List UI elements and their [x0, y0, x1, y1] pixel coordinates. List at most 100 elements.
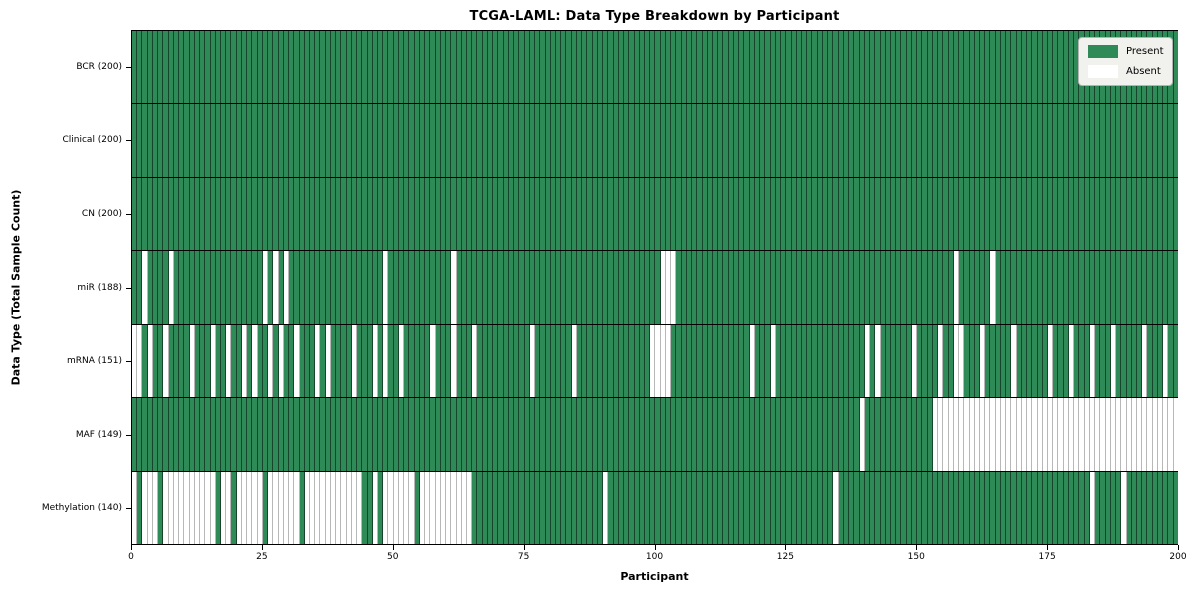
- heatmap-cell: [561, 251, 567, 324]
- heatmap-cell: [294, 31, 300, 104]
- heatmap-cell: [294, 398, 300, 471]
- heatmap-cell: [901, 31, 907, 104]
- heatmap-cell: [624, 471, 630, 544]
- heatmap-cell: [582, 251, 588, 324]
- heatmap-cell: [283, 398, 290, 471]
- heatmap-cell: [1105, 324, 1111, 398]
- heatmap-cell: [744, 251, 750, 324]
- heatmap-cell: [634, 251, 640, 324]
- heatmap-cell: [681, 104, 687, 177]
- heatmap-cell: [608, 31, 614, 104]
- heatmap-cell: [1048, 324, 1054, 398]
- heatmap-cell: [676, 31, 682, 104]
- heatmap-cell: [911, 104, 918, 177]
- heatmap-cell: [1157, 324, 1164, 398]
- heatmap-cell: [519, 471, 525, 544]
- heatmap-cell: [817, 251, 823, 324]
- heatmap-cell: [1121, 104, 1127, 177]
- y-tick-mark: [126, 66, 131, 68]
- heatmap-cell: [1048, 398, 1054, 471]
- heatmap-cell: [660, 31, 666, 104]
- heatmap-cell: [566, 104, 572, 177]
- heatmap-cell: [754, 324, 761, 398]
- heatmap-cell: [953, 104, 960, 177]
- heatmap-cell: [524, 471, 530, 544]
- heatmap-cell: [419, 471, 426, 544]
- heatmap-cell: [330, 31, 337, 104]
- heatmap-cell: [472, 251, 478, 324]
- heatmap-cell: [592, 398, 598, 471]
- heatmap-cell: [1011, 324, 1017, 398]
- heatmap-cell: [309, 31, 316, 104]
- heatmap-cell: [498, 471, 504, 544]
- heatmap-cell: [1152, 177, 1158, 251]
- heatmap-cell: [550, 324, 556, 398]
- heatmap-cell: [629, 177, 635, 251]
- heatmap-cell: [634, 398, 640, 471]
- heatmap-cell: [985, 104, 991, 177]
- heatmap-cell: [241, 104, 248, 177]
- heatmap-cell: [566, 177, 572, 251]
- heatmap-cell: [629, 324, 635, 398]
- heatmap-cell: [995, 324, 1001, 398]
- heatmap-cell: [299, 177, 305, 251]
- heatmap-cell: [514, 398, 520, 471]
- heatmap-cell: [597, 31, 604, 104]
- heatmap-cell: [650, 398, 656, 471]
- heatmap-cell: [671, 251, 677, 324]
- heatmap-cell: [802, 398, 808, 471]
- heatmap-cell: [665, 177, 672, 251]
- heatmap-cell: [493, 251, 499, 324]
- heatmap-cell: [1042, 31, 1049, 104]
- heatmap-cell: [807, 251, 813, 324]
- heatmap-cell: [1000, 177, 1007, 251]
- y-tick-mark: [126, 140, 131, 142]
- heatmap-cell: [200, 177, 206, 251]
- heatmap-cell: [1042, 398, 1049, 471]
- heatmap-cell: [472, 31, 478, 104]
- heatmap-cell: [1173, 251, 1178, 324]
- heatmap-cell: [257, 177, 263, 251]
- heatmap-cell: [979, 398, 986, 471]
- heatmap-cell: [671, 471, 677, 544]
- heatmap-cell: [179, 251, 185, 324]
- heatmap-cell: [425, 251, 431, 324]
- heatmap-cell: [718, 251, 724, 324]
- heatmap-cell: [1137, 177, 1143, 251]
- heatmap-cell: [880, 324, 886, 398]
- heatmap-cell: [304, 251, 310, 324]
- heatmap-cell: [378, 398, 384, 471]
- heatmap-cell: [132, 177, 138, 251]
- heatmap-cell: [733, 31, 740, 104]
- heatmap-cell: [210, 177, 216, 251]
- heatmap-cell: [812, 471, 818, 544]
- heatmap-cell: [927, 398, 933, 471]
- heatmap-cell: [739, 398, 745, 471]
- heatmap-cell: [953, 251, 960, 324]
- heatmap-cell: [440, 471, 447, 544]
- heatmap-cell: [330, 177, 337, 251]
- heatmap-cell: [132, 471, 138, 544]
- heatmap-cell: [896, 177, 902, 251]
- heatmap-cell: [294, 104, 300, 177]
- heatmap-cell: [702, 104, 708, 177]
- heatmap-cell: [1037, 398, 1043, 471]
- heatmap-cell: [179, 471, 185, 544]
- heatmap-cell: [885, 251, 891, 324]
- heatmap-cell: [864, 324, 871, 398]
- heatmap-cell: [372, 177, 379, 251]
- heatmap-cell: [749, 324, 755, 398]
- heatmap-cell: [953, 398, 960, 471]
- heatmap-cell: [718, 31, 724, 104]
- heatmap-cell: [1163, 471, 1169, 544]
- heatmap-cell: [529, 104, 536, 177]
- heatmap-cell: [315, 104, 321, 177]
- heatmap-cell: [550, 471, 556, 544]
- heatmap-cell: [372, 104, 379, 177]
- plot-area: [131, 30, 1178, 545]
- x-tick-mark: [261, 545, 263, 550]
- heatmap-cell: [383, 251, 389, 324]
- heatmap-cell: [875, 104, 881, 177]
- heatmap-cell: [289, 324, 295, 398]
